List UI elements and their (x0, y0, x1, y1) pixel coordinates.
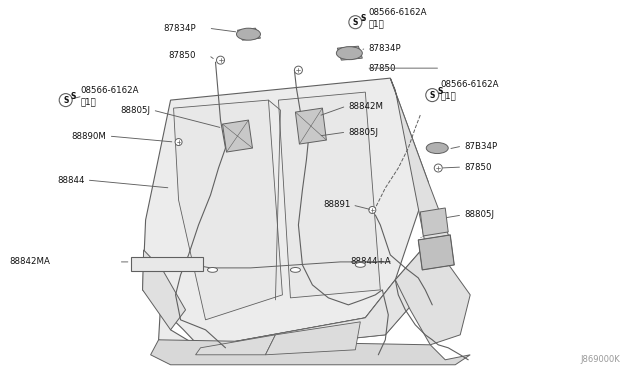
Ellipse shape (207, 267, 218, 272)
Ellipse shape (291, 267, 300, 272)
Polygon shape (150, 340, 470, 365)
Text: 87834P: 87834P (369, 44, 401, 53)
Polygon shape (396, 240, 470, 345)
Polygon shape (173, 100, 282, 320)
Polygon shape (223, 120, 252, 152)
Text: 88842MA: 88842MA (10, 257, 51, 266)
Ellipse shape (426, 142, 448, 154)
FancyBboxPatch shape (131, 257, 202, 271)
Text: S: S (353, 18, 358, 27)
Text: 88844: 88844 (57, 176, 84, 185)
Text: 87850: 87850 (369, 64, 396, 73)
Text: 88805J: 88805J (348, 128, 378, 137)
Text: 87850: 87850 (464, 163, 492, 171)
Polygon shape (196, 335, 275, 355)
Text: 88842M: 88842M (348, 102, 383, 110)
Polygon shape (143, 250, 186, 330)
Polygon shape (278, 92, 380, 298)
Text: S: S (71, 92, 76, 100)
Text: 88805J: 88805J (120, 106, 150, 115)
Circle shape (369, 206, 376, 214)
Text: 87B34P: 87B34P (464, 142, 497, 151)
Circle shape (60, 94, 72, 107)
Ellipse shape (237, 28, 260, 40)
Polygon shape (266, 322, 360, 355)
Text: S: S (361, 14, 366, 23)
Ellipse shape (355, 263, 365, 267)
Text: 87834P: 87834P (163, 24, 196, 33)
Text: 87850: 87850 (168, 51, 196, 60)
Text: 88805J: 88805J (464, 211, 494, 219)
Circle shape (435, 164, 442, 172)
Text: S: S (438, 87, 443, 96)
Polygon shape (390, 78, 450, 270)
Polygon shape (337, 46, 362, 60)
Text: 08566-6162A
（1）: 08566-6162A （1） (81, 86, 139, 106)
Polygon shape (419, 235, 454, 270)
Circle shape (175, 138, 182, 145)
Circle shape (216, 56, 225, 64)
Text: J869000K: J869000K (580, 355, 620, 364)
Polygon shape (196, 280, 420, 355)
Polygon shape (420, 208, 448, 236)
Circle shape (426, 89, 439, 102)
Polygon shape (159, 240, 430, 355)
Circle shape (294, 66, 303, 74)
Text: 08566-6162A
（1）: 08566-6162A （1） (369, 8, 427, 28)
Ellipse shape (337, 46, 362, 60)
Text: 88890M: 88890M (72, 132, 107, 141)
Text: 88844+A: 88844+A (350, 257, 391, 266)
Polygon shape (296, 108, 326, 144)
Text: 88891: 88891 (323, 201, 350, 209)
Polygon shape (143, 78, 428, 348)
Text: 08566-6162A
（1）: 08566-6162A （1） (440, 80, 499, 100)
Text: S: S (429, 91, 435, 100)
Circle shape (349, 16, 362, 29)
Text: S: S (63, 96, 68, 105)
Polygon shape (237, 28, 260, 40)
